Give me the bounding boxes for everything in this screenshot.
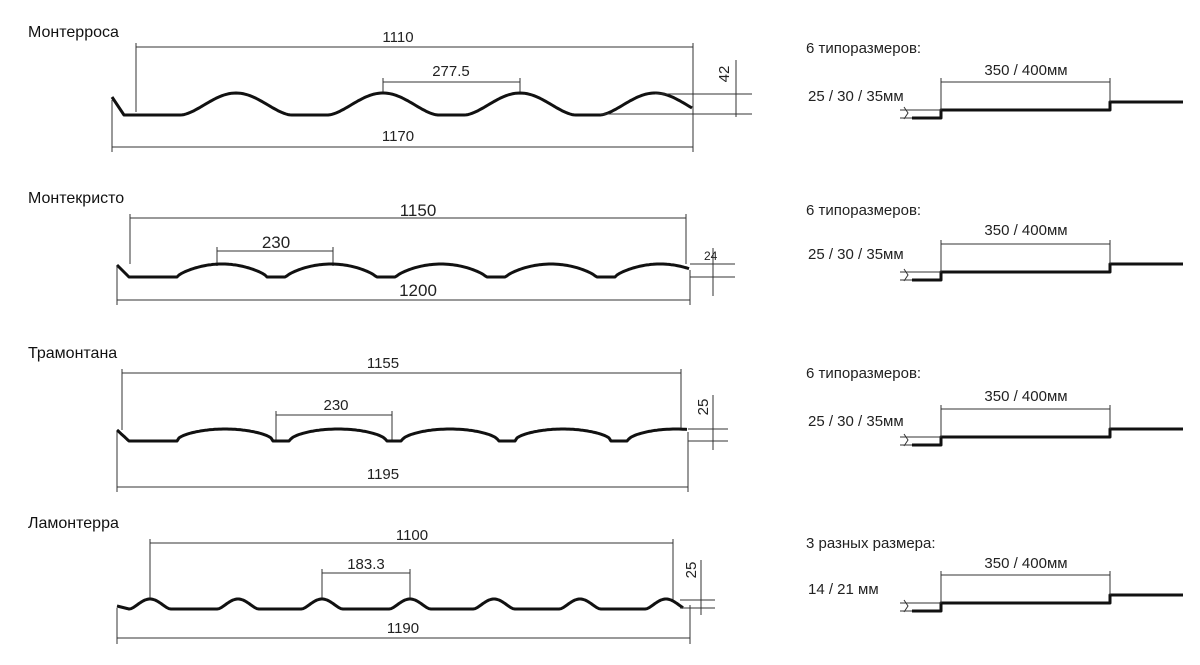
- overall-width-dim: [121, 369, 682, 430]
- step-profile-line: [912, 100, 1183, 120]
- step-profile-line: [912, 262, 1183, 282]
- profile-montecristo: Монтекристо 1150 230 1200 24: [28, 190, 735, 305]
- profile-shape: [115, 427, 688, 443]
- step-height-dim: [900, 268, 941, 282]
- height-dim: [600, 60, 752, 117]
- total-width-label: 1190: [387, 620, 419, 637]
- profile-monterrosa: Монтерроса 1110 277.5 1170 42: [28, 24, 752, 152]
- step-caption: 3 разных размера:: [806, 535, 936, 552]
- overall-width-label: 1100: [396, 527, 428, 544]
- overall-width-label: 1155: [367, 355, 399, 372]
- pitch-label: 183.3: [347, 556, 385, 573]
- step-height-dim: [900, 433, 941, 447]
- profile-shape: [110, 91, 693, 117]
- profile-title: Монтекристо: [28, 190, 124, 207]
- profile-title: Ламонтерра: [28, 515, 119, 532]
- step-length-label: 350 / 400мм: [984, 388, 1067, 405]
- profile-tramontana: Трамонтана 1155 230 1195 25: [28, 345, 728, 492]
- height-label: 42: [716, 66, 733, 83]
- step-profile-line: [912, 427, 1183, 447]
- overall-width-dim: [149, 539, 674, 600]
- step-caption: 6 типоразмеров:: [806, 202, 921, 219]
- step-height-label: 25 / 30 / 35мм: [808, 88, 904, 105]
- step-profile-line: [912, 593, 1183, 613]
- profile-shape: [116, 597, 684, 611]
- step-length-label: 350 / 400мм: [984, 62, 1067, 79]
- total-width-label: 1200: [399, 281, 437, 300]
- profile-title: Монтерроса: [28, 24, 119, 41]
- step-caption: 6 типоразмеров:: [806, 40, 921, 57]
- step-height-dim: [900, 599, 941, 613]
- total-width-label: 1195: [367, 466, 399, 483]
- step-height-label: 14 / 21 мм: [808, 581, 879, 598]
- height-label: 25: [695, 399, 712, 416]
- profile-lamonterra: Ламонтерра 1100 183.3 1190 25: [28, 515, 715, 644]
- pitch-label: 230: [262, 233, 290, 252]
- total-width-label: 1170: [382, 128, 414, 145]
- total-width-dim: [116, 266, 691, 305]
- step-length-dim: [940, 571, 1111, 603]
- height-dim: [680, 560, 715, 615]
- step-caption: 6 типоразмеров:: [806, 365, 921, 382]
- step-length-label: 350 / 400мм: [984, 555, 1067, 572]
- height-label: 24: [704, 249, 718, 263]
- height-dim: [690, 248, 735, 296]
- profile-title: Трамонтана: [28, 345, 117, 362]
- overall-width-dim: [129, 214, 687, 264]
- step-height-label: 25 / 30 / 35мм: [808, 413, 904, 430]
- pitch-label: 277.5: [432, 63, 470, 80]
- step-diagram-2: 6 типоразмеров: 350 / 400мм 25 / 30 / 35…: [806, 202, 1068, 263]
- height-label: 25: [683, 562, 700, 579]
- step-height-label: 25 / 30 / 35мм: [808, 246, 904, 263]
- step-length-label: 350 / 400мм: [984, 222, 1067, 239]
- total-width-dim: [116, 432, 689, 492]
- pitch-label: 230: [323, 397, 348, 414]
- overall-width-dim: [135, 43, 694, 112]
- step-length-dim: [940, 405, 1111, 437]
- step-diagram-3: 6 типоразмеров: 350 / 400мм 25 / 30 / 35…: [806, 365, 1068, 430]
- step-length-dim: [940, 78, 1111, 110]
- total-width-dim: [111, 100, 694, 152]
- overall-width-label: 1150: [400, 201, 437, 220]
- pitch-dim: [382, 78, 521, 94]
- profile-shape: [115, 262, 690, 279]
- step-height-dim: [900, 106, 941, 120]
- step-length-dim: [940, 240, 1111, 272]
- height-dim: [688, 395, 728, 450]
- pitch-dim: [275, 411, 393, 441]
- total-width-dim: [116, 605, 691, 644]
- step-diagram-4: 3 разных размера: 350 / 400мм 14 / 21 мм: [806, 535, 1068, 598]
- step-diagram-1: 6 типоразмеров: 350 / 400мм 25 / 30 / 35…: [806, 40, 1068, 105]
- overall-width-label: 1110: [382, 29, 413, 46]
- pitch-dim: [321, 569, 411, 600]
